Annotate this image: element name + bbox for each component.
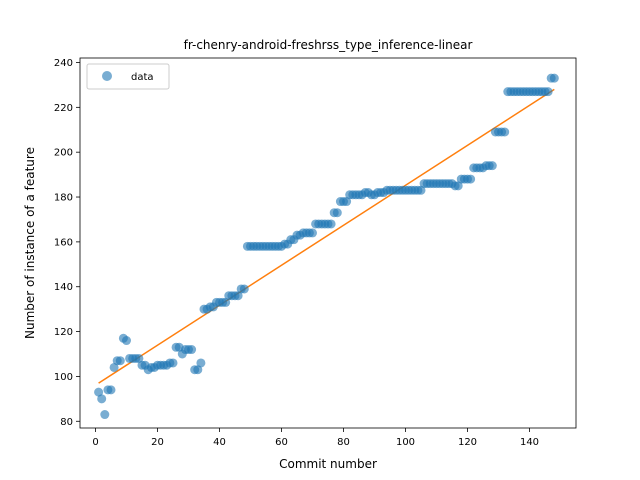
data-point: [240, 284, 249, 293]
data-point: [196, 358, 205, 367]
x-tick-label: 80: [337, 437, 350, 448]
legend-label: data: [131, 72, 154, 83]
data-point: [500, 128, 509, 137]
x-axis: 0 20 40 60 80 100 120 140: [92, 428, 539, 448]
y-tick-label: 100: [54, 372, 73, 383]
y-tick-label: 180: [54, 193, 73, 204]
x-tick-label: 120: [458, 437, 477, 448]
data-point: [550, 74, 559, 83]
x-tick-label: 60: [275, 437, 288, 448]
x-tick-label: 40: [213, 437, 226, 448]
data-point: [97, 394, 106, 403]
data-point: [308, 228, 317, 237]
legend: data: [87, 64, 169, 89]
y-tick-label: 240: [54, 58, 73, 69]
x-axis-label: Commit number: [279, 457, 377, 471]
x-tick-label: 0: [92, 437, 98, 448]
data-point: [122, 336, 131, 345]
y-axis-label: Number of instance of a feature: [23, 147, 37, 339]
y-tick-label: 220: [54, 103, 73, 114]
x-tick-label: 140: [520, 437, 539, 448]
x-tick-label: 20: [151, 437, 164, 448]
data-point: [107, 385, 116, 394]
y-tick-label: 200: [54, 148, 73, 159]
data-point: [187, 345, 196, 354]
data-point: [327, 219, 336, 228]
y-tick-label: 140: [54, 282, 73, 293]
y-axis: 80 100 120 140 160 180 200 220 240: [54, 58, 80, 428]
y-tick-label: 160: [54, 237, 73, 248]
legend-box: [87, 64, 169, 89]
data-point: [544, 87, 553, 96]
data-point: [488, 161, 497, 170]
data-point: [333, 208, 342, 217]
data-point: [100, 410, 109, 419]
y-tick-label: 120: [54, 327, 73, 338]
data-point: [466, 175, 475, 184]
chart-title: fr-chenry-android-freshrss_type_inferenc…: [184, 38, 473, 52]
plot-area: [80, 58, 576, 428]
legend-marker: [102, 71, 112, 81]
data-point: [169, 358, 178, 367]
x-tick-label: 100: [396, 437, 415, 448]
y-tick-label: 80: [60, 417, 73, 428]
data-point: [116, 356, 125, 365]
